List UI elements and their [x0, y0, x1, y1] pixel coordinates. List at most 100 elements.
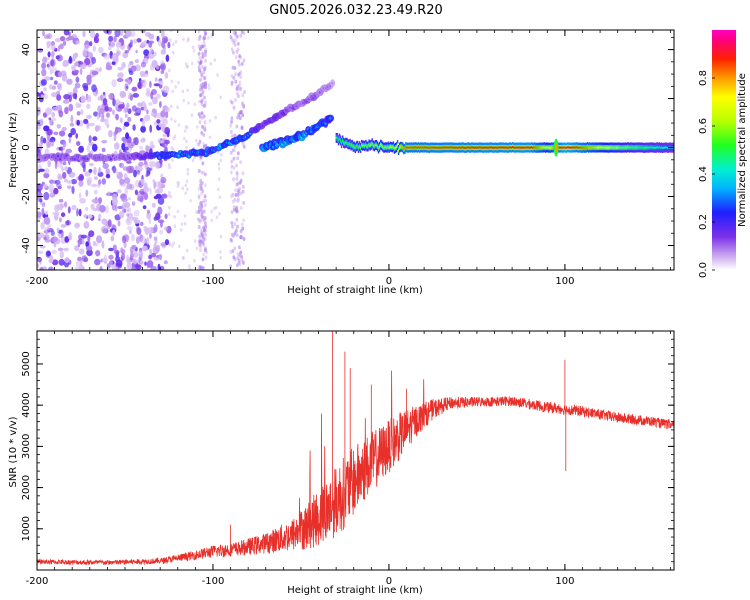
noise-blob: [155, 161, 161, 170]
noise-blob: [133, 112, 141, 117]
line-core: [572, 146, 574, 149]
noise-blob: [229, 150, 233, 155]
line-core: [363, 144, 365, 147]
line-core: [372, 144, 374, 147]
noise-blob: [53, 243, 57, 248]
line-core: [636, 146, 638, 149]
noise-blob: [88, 230, 95, 238]
line-core: [494, 146, 496, 149]
line-core: [337, 139, 340, 142]
line-core: [632, 146, 634, 149]
noise-blob: [64, 257, 70, 264]
line-core: [339, 139, 342, 142]
line-core: [650, 146, 652, 149]
noise-blob: [181, 89, 185, 94]
noise-blob: [152, 51, 157, 57]
noise-blob: [213, 58, 217, 62]
y-tick-label: 5000: [21, 351, 32, 376]
line-core: [371, 142, 373, 145]
noise-blob: [37, 125, 41, 130]
noise-blob: [116, 189, 122, 194]
noise-blob: [44, 148, 50, 155]
noise-blob: [51, 50, 55, 57]
trace-core: [57, 154, 60, 158]
line-core: [483, 146, 485, 149]
noise-blob: [230, 159, 234, 164]
noise-blob: [191, 45, 195, 50]
noise-blob: [108, 254, 114, 260]
noise-blob: [237, 112, 241, 117]
line-core: [454, 146, 457, 149]
noise-blob: [193, 102, 197, 107]
line-core: [570, 146, 572, 149]
noise-blob: [78, 61, 84, 65]
noise-blob: [60, 212, 66, 218]
noise-blob: [42, 30, 45, 36]
noise-blob: [160, 110, 166, 118]
noise-blob: [37, 48, 44, 53]
noise-blob: [83, 118, 89, 124]
noise-blob: [76, 208, 79, 217]
line-core: [449, 146, 452, 149]
noise-blob: [199, 77, 202, 82]
noise-blob: [219, 255, 222, 260]
noise-blob: [81, 161, 86, 169]
noise-blob: [239, 229, 243, 234]
noise-blob: [79, 68, 83, 75]
noise-blob: [114, 142, 120, 150]
line-core: [340, 142, 343, 144]
noise-blob: [197, 37, 201, 41]
noise-blob: [148, 33, 155, 40]
line-core: [343, 141, 345, 144]
line-core: [576, 146, 578, 149]
noise-blob: [130, 39, 133, 45]
noise-blob: [111, 53, 118, 62]
noise-blob: [140, 221, 144, 226]
noise-blob: [74, 245, 80, 252]
line-core: [387, 145, 389, 148]
noise-blob: [202, 114, 206, 119]
noise-blob: [142, 205, 147, 210]
line-core: [418, 146, 420, 149]
noise-blob: [46, 41, 52, 47]
noise-blob: [125, 132, 130, 140]
line-core: [623, 146, 626, 149]
trace-core: [329, 116, 332, 120]
noise-blob: [238, 180, 242, 185]
noise-blob: [115, 41, 122, 48]
line-core: [386, 146, 388, 149]
line-core: [361, 143, 363, 146]
noise-blob: [44, 76, 51, 81]
line-core: [641, 146, 644, 149]
noise-blob: [197, 225, 201, 229]
line-core: [356, 144, 359, 147]
noise-blob: [70, 178, 77, 185]
colorbar-label: Normalized spectral amplitude: [737, 73, 748, 227]
noise-blob: [145, 145, 150, 153]
noise-blob: [90, 203, 95, 210]
noise-blob: [160, 49, 166, 55]
noise-blob: [40, 266, 44, 270]
line-core: [477, 146, 479, 149]
noise-blob: [47, 160, 51, 168]
y-tick-label: -40: [21, 237, 32, 253]
y-tick-label: 20: [21, 92, 32, 105]
line-core: [525, 146, 528, 149]
noise-blob: [88, 135, 92, 143]
y-tick-label: 4000: [21, 392, 32, 417]
noise-blob: [54, 211, 60, 217]
noise-blob: [200, 131, 204, 136]
colorbar-tick-label: 0.2: [698, 214, 709, 230]
noise-blob: [75, 102, 80, 108]
trace-core: [109, 157, 112, 161]
noise-blob: [157, 263, 161, 270]
noise-blob: [37, 183, 43, 192]
noise-blob: [236, 156, 240, 161]
noise-blob: [148, 40, 153, 48]
line-core: [384, 146, 386, 149]
line-core: [376, 145, 379, 148]
noise-blob: [159, 64, 165, 69]
noise-blob: [230, 232, 234, 237]
noise-blob: [124, 83, 129, 92]
noise-blob: [49, 76, 54, 81]
